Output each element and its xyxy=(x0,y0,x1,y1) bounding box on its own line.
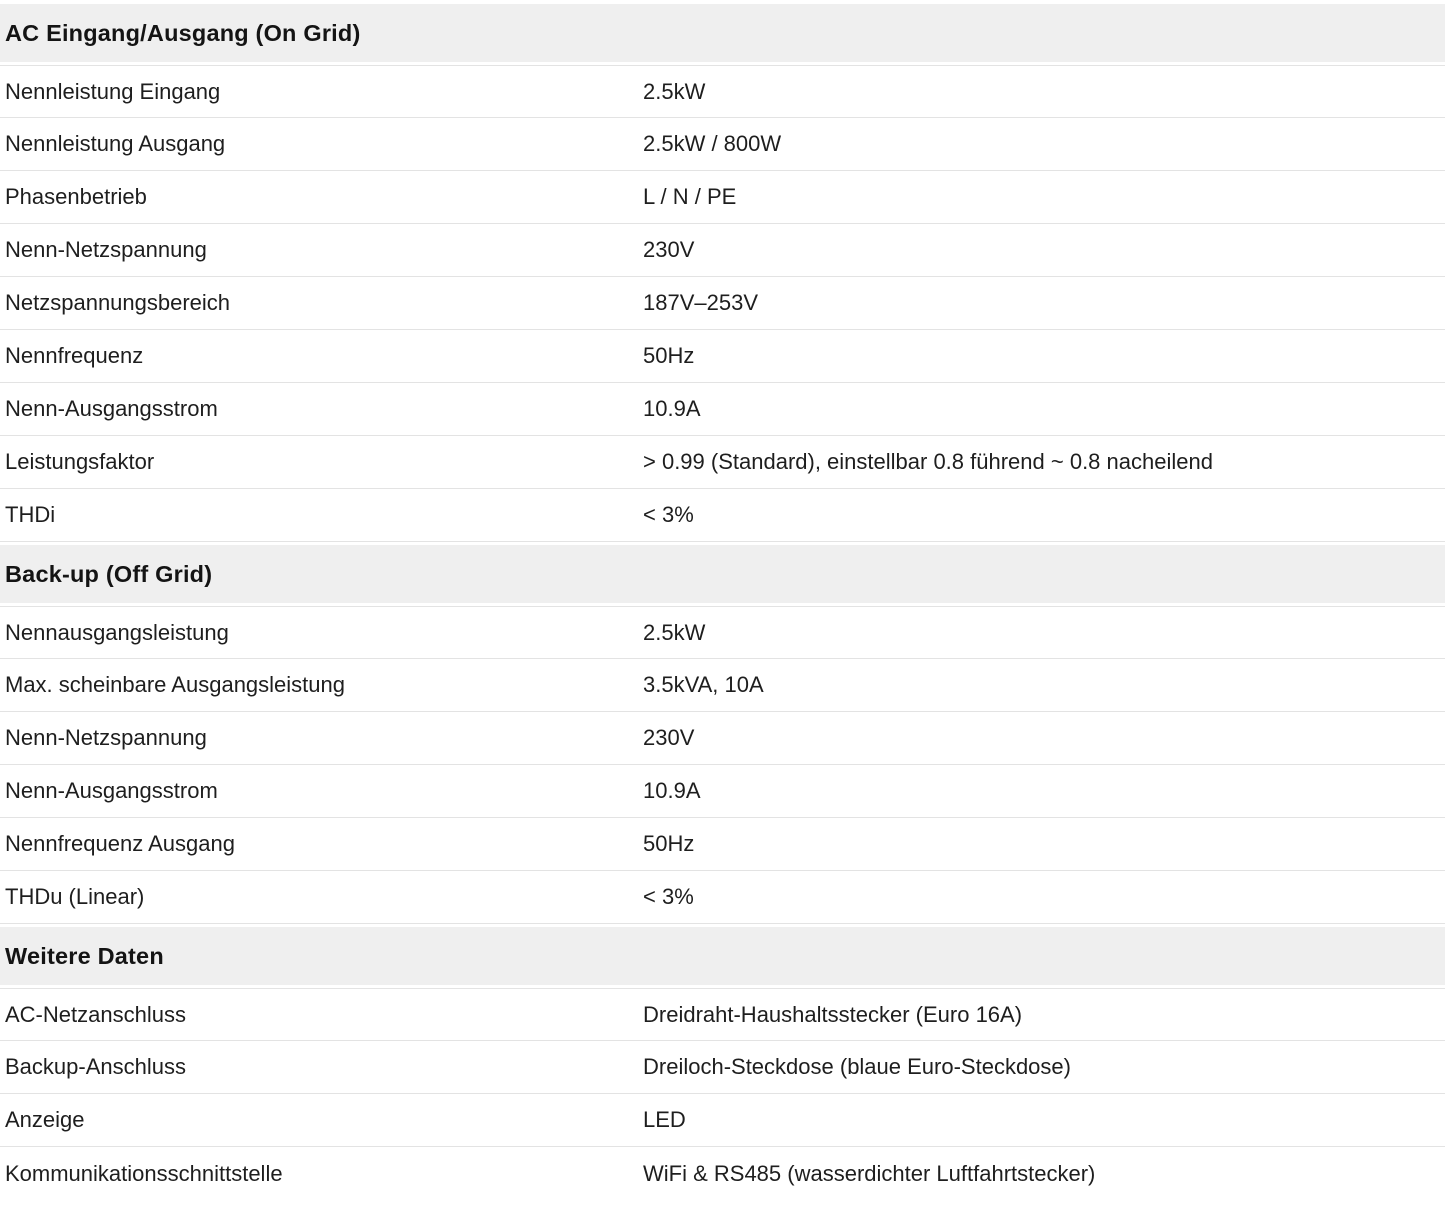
spec-label: Nenn-Netzspannung xyxy=(5,237,207,262)
spec-label: Leistungsfaktor xyxy=(5,449,155,474)
spec-value: 3.5kVA, 10A xyxy=(643,672,764,697)
spec-value: 2.5kW xyxy=(643,619,706,645)
section-ac-on-grid: AC Eingang/Ausgang (On Grid) Nennleistun… xyxy=(0,4,1445,542)
spec-value: > 0.99 (Standard), einstellbar 0.8 führe… xyxy=(643,449,1213,474)
spec-label: Nenn-Netzspannung xyxy=(5,725,207,750)
table-row: Nenn-Ausgangsstrom 10.9A xyxy=(0,383,1445,436)
section-title: Weitere Daten xyxy=(5,942,164,969)
spec-value: WiFi & RS485 (wasserdichter Luftfahrtste… xyxy=(643,1160,1096,1186)
spec-label: Nennfrequenz xyxy=(5,343,144,368)
table-row: Max. scheinbare Ausgangsleistung 3.5kVA,… xyxy=(0,659,1445,712)
table-row: Backup-Anschluss Dreiloch-Steckdose (bla… xyxy=(0,1041,1445,1094)
table-row: Nenn-Netzspannung 230V xyxy=(0,712,1445,765)
section-rows: Nennleistung Eingang 2.5kW Nennleistung … xyxy=(0,65,1445,542)
spec-label: Kommunikationsschnittstelle xyxy=(5,1160,283,1186)
spec-value: 50Hz xyxy=(643,343,695,368)
section-rows: Nennausgangsleistung 2.5kW Max. scheinba… xyxy=(0,606,1445,924)
section-rows: AC-Netzanschluss Dreidraht-Haushaltsstec… xyxy=(0,988,1445,1200)
section-backup-off-grid: Back-up (Off Grid) Nennausgangsleistung … xyxy=(0,545,1445,924)
spec-label: Netzspannungsbereich xyxy=(5,290,231,315)
table-row: Nennfrequenz 50Hz xyxy=(0,330,1445,383)
spec-value: 10.9A xyxy=(643,778,701,803)
table-row: Nennleistung Eingang 2.5kW xyxy=(0,65,1445,118)
section-title: AC Eingang/Ausgang (On Grid) xyxy=(5,19,361,46)
table-row: Nennfrequenz Ausgang 50Hz xyxy=(0,818,1445,871)
table-row: Anzeige LED xyxy=(0,1094,1445,1147)
spec-label: Nennleistung Eingang xyxy=(5,78,221,104)
spec-label: Nennausgangsleistung xyxy=(5,619,229,645)
spec-label: Nennfrequenz Ausgang xyxy=(5,831,235,856)
section-header: Weitere Daten xyxy=(0,927,1445,985)
table-row: Nennausgangsleistung 2.5kW xyxy=(0,606,1445,659)
table-row: Netzspannungsbereich 187V–253V xyxy=(0,277,1445,330)
spec-value: L / N / PE xyxy=(643,184,737,209)
table-row: Phasenbetrieb L / N / PE xyxy=(0,171,1445,224)
spec-label: Nenn-Ausgangsstrom xyxy=(5,396,218,421)
spec-value: < 3% xyxy=(643,502,694,527)
section-title: Back-up (Off Grid) xyxy=(5,560,213,587)
spec-value: 2.5kW / 800W xyxy=(643,131,782,156)
table-row: Nennleistung Ausgang 2.5kW / 800W xyxy=(0,118,1445,171)
spec-label: THDu (Linear) xyxy=(5,884,145,909)
spec-label: Anzeige xyxy=(5,1107,85,1132)
section-header: AC Eingang/Ausgang (On Grid) xyxy=(0,4,1445,62)
table-row: Nenn-Netzspannung 230V xyxy=(0,224,1445,277)
table-row: THDi < 3% xyxy=(0,489,1445,542)
spec-value: < 3% xyxy=(643,884,694,909)
spec-label: Phasenbetrieb xyxy=(5,184,147,209)
spec-table: AC Eingang/Ausgang (On Grid) Nennleistun… xyxy=(0,4,1445,1200)
spec-value: 10.9A xyxy=(643,396,701,421)
section-weitere-daten: Weitere Daten AC-Netzanschluss Dreidraht… xyxy=(0,927,1445,1200)
table-row: AC-Netzanschluss Dreidraht-Haushaltsstec… xyxy=(0,988,1445,1041)
spec-value: Dreiloch-Steckdose (blaue Euro-Steckdose… xyxy=(643,1054,1071,1079)
spec-value: Dreidraht-Haushaltsstecker (Euro 16A) xyxy=(643,1001,1023,1027)
table-row: Kommunikationsschnittstelle WiFi & RS485… xyxy=(0,1147,1445,1200)
spec-value: 230V xyxy=(643,725,695,750)
spec-label: THDi xyxy=(5,502,56,527)
spec-label: Max. scheinbare Ausgangsleistung xyxy=(5,672,345,697)
spec-value: 187V–253V xyxy=(643,290,758,315)
section-header: Back-up (Off Grid) xyxy=(0,545,1445,603)
spec-label: AC-Netzanschluss xyxy=(5,1001,186,1027)
spec-label: Nennleistung Ausgang xyxy=(5,131,226,156)
spec-value: 50Hz xyxy=(643,831,695,856)
table-row: THDu (Linear) < 3% xyxy=(0,871,1445,924)
spec-label: Nenn-Ausgangsstrom xyxy=(5,778,218,803)
table-row: Leistungsfaktor > 0.99 (Standard), einst… xyxy=(0,436,1445,489)
spec-value: LED xyxy=(643,1107,686,1132)
table-row: Nenn-Ausgangsstrom 10.9A xyxy=(0,765,1445,818)
spec-value: 2.5kW xyxy=(643,78,706,104)
spec-label: Backup-Anschluss xyxy=(5,1054,186,1079)
spec-value: 230V xyxy=(643,237,695,262)
